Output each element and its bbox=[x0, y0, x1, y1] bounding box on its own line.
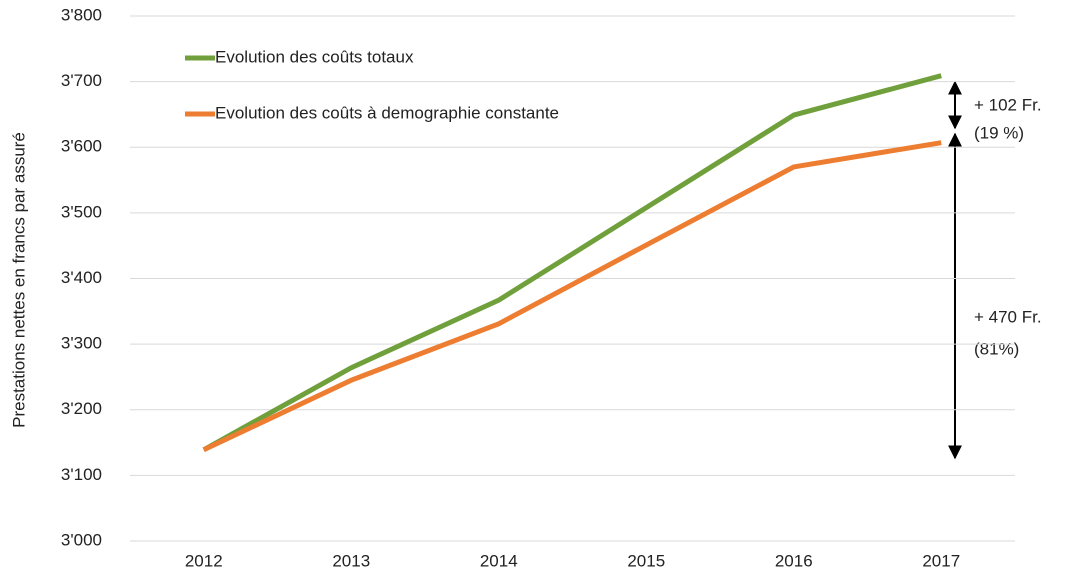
annotation: + 102 Fr. bbox=[974, 95, 1042, 114]
y-tick-label: 3'500 bbox=[61, 202, 102, 221]
series-line bbox=[202, 140, 942, 453]
annotation: (81%) bbox=[974, 339, 1019, 358]
legend-label: Evolution des coûts totaux bbox=[215, 47, 414, 66]
y-tick-label: 3'200 bbox=[61, 399, 102, 418]
y-tick-label: 3'100 bbox=[61, 465, 102, 484]
x-tick-label: 2015 bbox=[627, 551, 665, 570]
y-tick-label: 3'600 bbox=[61, 137, 102, 156]
x-tick-label: 2017 bbox=[922, 551, 960, 570]
x-tick-label: 2013 bbox=[332, 551, 370, 570]
y-tick-label: 3'400 bbox=[61, 268, 102, 287]
annotation: + 470 Fr. bbox=[974, 307, 1042, 326]
series-line bbox=[202, 73, 942, 452]
y-tick-label: 3'300 bbox=[61, 334, 102, 353]
x-tick-label: 2012 bbox=[185, 551, 223, 570]
x-tick-label: 2014 bbox=[480, 551, 518, 570]
y-tick-label: 3'800 bbox=[61, 5, 102, 24]
x-tick-label: 2016 bbox=[775, 551, 813, 570]
annotation: (19 %) bbox=[974, 123, 1024, 142]
y-axis-label: Prestations nettes en francs par assuré bbox=[9, 132, 28, 428]
y-tick-label: 3'700 bbox=[61, 71, 102, 90]
y-tick-label: 3'000 bbox=[61, 530, 102, 549]
legend-label: Evolution des coûts à demographie consta… bbox=[215, 103, 559, 122]
